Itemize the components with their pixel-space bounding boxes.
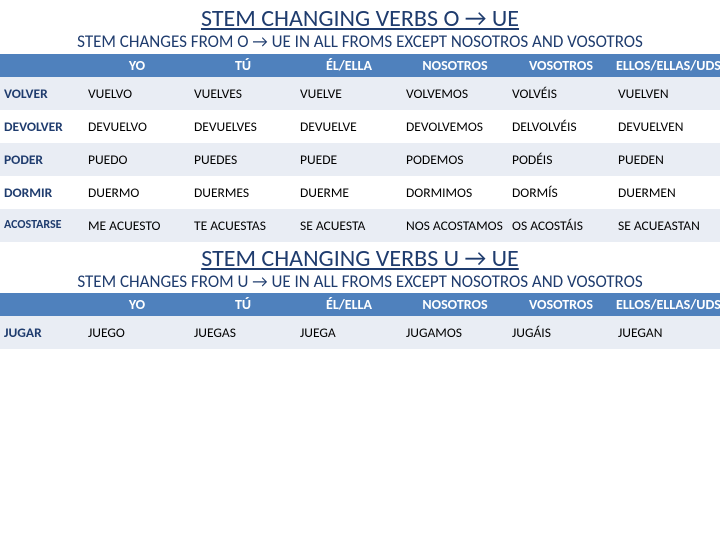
cell: DUERMO	[84, 176, 190, 209]
table-row: PODER PUEDO PUEDES PUEDE PODEMOS PODÉIS …	[0, 143, 720, 176]
header-nosotros: NOSOTROS	[402, 293, 508, 316]
table-row: DORMIR DUERMO DUERMES DUERME DORMIMOS DO…	[0, 176, 720, 209]
table-o-ue: YO TÚ ÉL/ELLA NOSOTROS VOSOTROS ELLOS/EL…	[0, 54, 720, 242]
table-row: DEVOLVER DEVUELVO DEVUELVES DEVUELVE DEV…	[0, 110, 720, 143]
section-o-ue: STEM CHANGING VERBS O → UE STEM CHANGES …	[0, 0, 720, 242]
cell: DEVUELVO	[84, 110, 190, 143]
cell: VOLVÉIS	[508, 77, 614, 110]
subtitle-o-ue: STEM CHANGES FROM O → UE IN ALL FROMS EX…	[0, 33, 720, 54]
cell: JUEGA	[296, 316, 402, 349]
section-u-ue: STEM CHANGING VERBS U → UE STEM CHANGES …	[0, 242, 720, 350]
cell: JUEGO	[84, 316, 190, 349]
cell: SE ACUEASTAN	[614, 209, 720, 242]
verb-label: DEVOLVER	[0, 110, 84, 143]
cell: VUELVO	[84, 77, 190, 110]
cell: JUEGAS	[190, 316, 296, 349]
header-nosotros: NOSOTROS	[402, 54, 508, 77]
cell: VOLVEMOS	[402, 77, 508, 110]
cell: DORMÍS	[508, 176, 614, 209]
verb-label: ACOSTARSE	[0, 209, 84, 242]
title-u-ue: STEM CHANGING VERBS U → UE	[0, 242, 720, 273]
header-vosotros: VOSOTROS	[508, 293, 614, 316]
header-tu: TÚ	[190, 293, 296, 316]
cell: VUELVE	[296, 77, 402, 110]
cell: OS ACOSTÁIS	[508, 209, 614, 242]
cell: PUEDEN	[614, 143, 720, 176]
cell: VUELVES	[190, 77, 296, 110]
cell: JUEGAN	[614, 316, 720, 349]
cell: JUGAMOS	[402, 316, 508, 349]
cell: DEVUELVE	[296, 110, 402, 143]
cell: DEVUELVEN	[614, 110, 720, 143]
header-el: ÉL/ELLA	[296, 293, 402, 316]
table-row: JUGAR JUEGO JUEGAS JUEGA JUGAMOS JUGÁIS …	[0, 316, 720, 349]
table-header-row: YO TÚ ÉL/ELLA NOSOTROS VOSOTROS ELLOS/EL…	[0, 54, 720, 77]
table-row: ACOSTARSE ME ACUESTO TE ACUESTAS SE ACUE…	[0, 209, 720, 242]
cell: TE ACUESTAS	[190, 209, 296, 242]
header-ellos: ELLOS/ELLAS/UDS	[614, 293, 720, 316]
verb-label: VOLVER	[0, 77, 84, 110]
cell: PODÉIS	[508, 143, 614, 176]
subtitle-u-ue: STEM CHANGES FROM U → UE IN ALL FROMS EX…	[0, 273, 720, 294]
header-yo: YO	[84, 293, 190, 316]
table-u-ue: YO TÚ ÉL/ELLA NOSOTROS VOSOTROS ELLOS/EL…	[0, 293, 720, 349]
cell: DUERMES	[190, 176, 296, 209]
cell: JUGÁIS	[508, 316, 614, 349]
cell: DELVOLVÉIS	[508, 110, 614, 143]
header-tu: TÚ	[190, 54, 296, 77]
cell: DUERMEN	[614, 176, 720, 209]
header-el: ÉL/ELLA	[296, 54, 402, 77]
cell: DEVOLVEMOS	[402, 110, 508, 143]
cell: PODEMOS	[402, 143, 508, 176]
cell: PUEDO	[84, 143, 190, 176]
title-o-ue: STEM CHANGING VERBS O → UE	[0, 0, 720, 33]
header-yo: YO	[84, 54, 190, 77]
header-blank	[0, 54, 84, 77]
header-ellos: ELLOS/ELLAS/UDS	[614, 54, 720, 77]
cell: PUEDE	[296, 143, 402, 176]
cell: DORMIMOS	[402, 176, 508, 209]
cell: ME ACUESTO	[84, 209, 190, 242]
cell: DUERME	[296, 176, 402, 209]
cell: SE ACUESTA	[296, 209, 402, 242]
header-blank	[0, 293, 84, 316]
cell: NOS ACOSTAMOS	[402, 209, 508, 242]
cell: PUEDES	[190, 143, 296, 176]
verb-label: DORMIR	[0, 176, 84, 209]
table-header-row: YO TÚ ÉL/ELLA NOSOTROS VOSOTROS ELLOS/EL…	[0, 293, 720, 316]
header-vosotros: VOSOTROS	[508, 54, 614, 77]
cell: DEVUELVES	[190, 110, 296, 143]
table-row: VOLVER VUELVO VUELVES VUELVE VOLVEMOS VO…	[0, 77, 720, 110]
cell: VUELVEN	[614, 77, 720, 110]
verb-label: JUGAR	[0, 316, 84, 349]
verb-label: PODER	[0, 143, 84, 176]
